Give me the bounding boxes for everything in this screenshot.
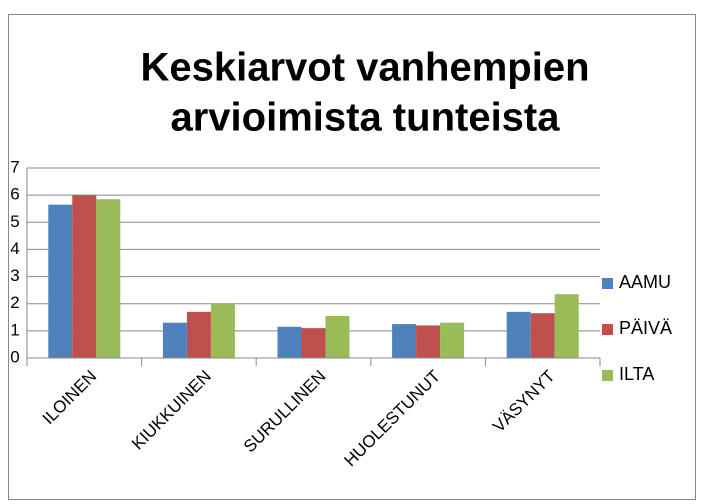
bar [530,313,555,358]
bar [48,204,73,358]
bar [277,326,302,358]
bar [210,303,235,358]
bar [440,322,465,358]
chart-frame [8,14,696,500]
legend-label: PÄIVÄ [619,318,672,338]
bar [506,311,531,358]
y-tick-label: 5 [10,212,19,231]
y-tick-label: 6 [10,185,19,204]
chart-title: Keskiarvot vanhempien [140,46,589,90]
legend-label: AAMU [619,272,671,292]
y-tick-label: 3 [10,266,19,285]
bar [554,294,579,358]
chart-title: arvioimista tunteista [170,96,560,140]
y-tick-label: 2 [10,293,19,312]
y-tick-label: 1 [10,320,19,339]
y-tick-label: 0 [10,347,19,366]
legend-label: ILTA [619,364,654,384]
legend-swatch [602,278,613,289]
bar [301,328,326,358]
y-tick-label: 7 [10,157,19,176]
bar [416,325,441,358]
bar [186,311,211,358]
legend-swatch [602,324,613,335]
bar [162,322,187,358]
bar [392,324,417,358]
legend-swatch [602,370,613,381]
bar [72,195,97,358]
y-tick-label: 4 [10,239,19,258]
bar [325,315,350,358]
bar [96,199,121,358]
